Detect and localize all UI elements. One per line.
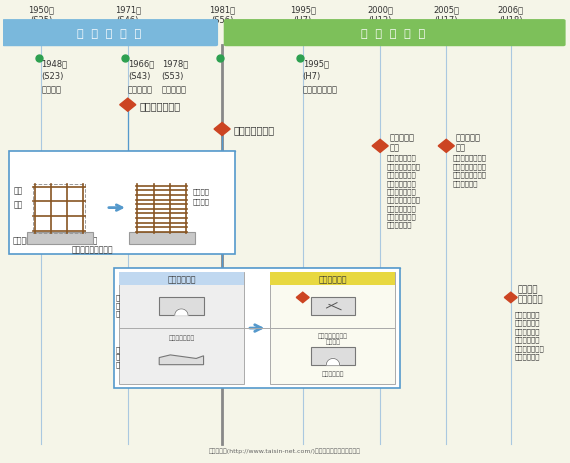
Polygon shape [438,140,454,153]
Polygon shape [214,123,230,136]
Text: 1950年
(S25): 1950年 (S25) [28,5,55,25]
Bar [159,298,203,315]
FancyBboxPatch shape [223,20,565,47]
Polygon shape [159,355,203,365]
Text: 柱にねばりを持たせ: 柱にねばりを持たせ [51,235,97,244]
Text: 主筋: 主筋 [14,187,23,195]
Text: 建築基準法改正: 建築基準法改正 [139,100,180,111]
FancyBboxPatch shape [9,152,235,255]
Text: 大
規
模: 大 規 模 [115,345,119,367]
Text: 自治体による
具体的な施策
の制定と努力
義務対象建物
の拡大と指示、
指導の強化。: 自治体による 具体的な施策 の制定と努力 義務対象建物 の拡大と指示、 指導の強… [515,311,544,359]
Text: 1966年: 1966年 [128,59,154,68]
Text: 1981年
(S56): 1981年 (S56) [209,5,235,25]
Polygon shape [504,293,517,303]
Text: 1971年
(S46): 1971年 (S46) [115,5,141,25]
Text: 耐震改修
促進法制定: 耐震改修 促進法制定 [312,284,337,304]
Bar [27,233,93,244]
Polygon shape [372,140,388,153]
Bar [129,233,196,244]
Bar [271,273,396,286]
Bar [119,273,244,286]
Bar [32,185,85,234]
Text: 耐震ネット(http://www.taisin-net.com/)より抜粋（一部加筆修正）: 耐震ネット(http://www.taisin-net.com/)より抜粋（一部… [209,447,361,453]
Text: が細かい: が細かい [192,198,209,205]
Text: 旧耐震設計法: 旧耐震設計法 [167,275,196,284]
Text: 1978年: 1978年 [162,59,188,68]
Text: (H7): (H7) [303,72,321,81]
Bar [271,273,396,384]
Polygon shape [296,293,309,303]
Text: 柱の補強基準: 柱の補強基準 [13,235,41,244]
FancyBboxPatch shape [2,20,218,47]
Polygon shape [327,359,340,365]
Text: 耐震改修
促進法改正: 耐震改修 促進法改正 [517,284,543,304]
Text: 一定規模以上の特
殊建築物や事務所
ビル等の点検報告
義務の強化。: 一定規模以上の特 殊建築物や事務所 ビル等の点検報告 義務の強化。 [453,155,487,186]
FancyBboxPatch shape [114,269,400,388]
Text: 宮城県地震: 宮城県地震 [162,85,186,94]
Text: 建築基準の性能
規定化を柱に、確
認手続きの緩和
や規制の実効性
の確保が図られ
た。（例：一定の
基準での免震建
物の計画が容易
になった。）: 建築基準の性能 規定化を柱に、確 認手続きの緩和 や規制の実効性 の確保が図られ… [386,155,421,228]
Text: 新耐震設計法: 新耐震設計法 [319,275,347,284]
Polygon shape [120,99,136,112]
Text: 2006年
(H18): 2006年 (H18) [498,5,524,25]
Text: (S43): (S43) [128,72,150,81]
Text: 新  耐  震  基  準: 新 耐 震 基 準 [361,29,425,38]
Text: 2000年
(H12): 2000年 (H12) [367,5,393,25]
Text: せん断破壊を防止。: せん断破壊を防止。 [71,245,113,254]
Text: 十勝沖地震: 十勝沖地震 [128,85,153,94]
Text: 検査なびひ割れに
とどめる: 検査なびひ割れに とどめる [318,332,348,344]
Text: 1995年
(H7): 1995年 (H7) [290,5,316,25]
Text: 1948年: 1948年 [42,59,68,68]
Text: 福井地震: 福井地震 [42,85,62,94]
Text: 建築基準法改正: 建築基準法改正 [233,125,275,135]
Text: 2005年
(H17): 2005年 (H17) [433,5,459,25]
Polygon shape [175,309,188,315]
Text: 帯筋間隔: 帯筋間隔 [192,188,209,194]
Text: 大勢の人が利用
する一定規模以
上の建物につい
て、耐震診断と
改修を努力義務
とした。: 大勢の人が利用 する一定規模以 上の建物につい て、耐震診断と 改修を努力義務 … [307,311,336,359]
Text: (S23): (S23) [42,72,64,81]
Text: 特に規定はない: 特に規定はない [168,335,194,340]
Text: 建築基準法
改正: 建築基準法 改正 [456,133,481,152]
Text: 旧  耐  震  基  準: 旧 耐 震 基 準 [77,29,141,38]
Text: 1995年: 1995年 [303,59,329,68]
Text: 中
規
模: 中 規 模 [115,294,119,316]
Bar [311,347,355,365]
Text: 崩壊させない: 崩壊させない [321,371,344,377]
Text: 帯筋: 帯筋 [14,200,23,209]
Text: 兵庫県南部地震: 兵庫県南部地震 [303,85,338,94]
Text: 建築基準法
改正: 建築基準法 改正 [390,133,415,152]
Bar [311,298,355,315]
Text: (S53): (S53) [162,72,184,81]
Bar [119,273,244,384]
